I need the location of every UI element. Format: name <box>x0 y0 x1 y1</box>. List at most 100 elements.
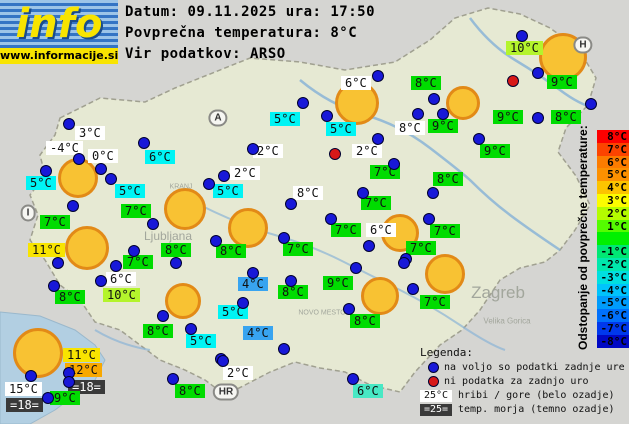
station-dot-current <box>532 67 544 79</box>
station-dot-current <box>427 187 439 199</box>
temp-label: 7°C <box>361 196 391 210</box>
road-sign-h: H <box>573 36 593 54</box>
temp-label: 5°C <box>326 122 356 136</box>
station-dot-current <box>128 245 140 257</box>
temp-label: 9°C <box>493 110 523 124</box>
temp-label: 8°C <box>411 76 441 90</box>
legend-item: =25= temp. morja (temno ozadje) <box>420 403 629 416</box>
legend-item-text: temp. morja (temno ozadje) <box>458 404 615 415</box>
station-dot-current <box>347 373 359 385</box>
scale-band: -1°C <box>597 245 629 259</box>
station-dot-current <box>428 93 440 105</box>
city-label: Ljubljana <box>143 229 193 243</box>
station-dot-current <box>437 108 449 120</box>
station-dot-current <box>185 323 197 335</box>
header-date-line: Datum: 09.11.2025 ura: 17:50 <box>125 4 376 20</box>
header-avg-line: Povprečna temperatura: 8°C <box>125 25 358 41</box>
station-dot-current <box>105 173 117 185</box>
temp-label: 7°C <box>123 255 153 269</box>
temp-label: 9°C <box>323 276 353 290</box>
temp-label: 5°C <box>26 176 56 190</box>
station-dot-current <box>218 170 230 182</box>
sun-icon <box>165 283 201 319</box>
station-dot-current <box>247 267 259 279</box>
road-sign-a: A <box>208 109 228 127</box>
temp-label: 4°C <box>238 277 268 291</box>
site-logo[interactable]: info <box>0 0 118 48</box>
station-dot-current <box>147 218 159 230</box>
station-dot-current <box>363 240 375 252</box>
station-dot-current <box>585 98 597 110</box>
scale-band: -2°C <box>597 258 629 271</box>
temp-label: 7°C <box>430 224 460 238</box>
station-dot-current <box>210 235 222 247</box>
station-dot-current <box>372 133 384 145</box>
station-dot-current <box>285 275 297 287</box>
temp-label: 6°C <box>353 384 383 398</box>
temp-label: 15°C <box>5 382 42 396</box>
header-source-line: Vir podatkov: ARSO <box>125 46 286 62</box>
scale-band: 6°C <box>597 155 629 169</box>
scale-band: 5°C <box>597 168 629 182</box>
legend-item: ni podatka za zadnjo uro <box>420 375 629 388</box>
scale-band: 2°C <box>597 206 629 220</box>
temp-label: 8°C <box>293 186 323 200</box>
station-dot-current <box>217 355 229 367</box>
station-dot-current <box>321 110 333 122</box>
temp-label: 11°C <box>63 348 100 362</box>
station-dot-current <box>25 370 37 382</box>
legend-item-text: na voljo so podatki zadnje ure <box>444 362 625 373</box>
road-sign-i: I <box>20 204 36 222</box>
scale-title: Odstopanje od povprečne temperature: <box>576 125 590 350</box>
temp-label: 5°C <box>270 112 300 126</box>
temp-label: 2°C <box>223 366 253 380</box>
sun-icon <box>164 188 206 230</box>
station-dot-current <box>297 97 309 109</box>
station-dot-current <box>67 200 79 212</box>
temp-label: -4°C <box>46 141 83 155</box>
legend-dot-icon <box>428 362 439 373</box>
station-dot-current <box>40 165 52 177</box>
temp-label: 9°C <box>547 75 577 89</box>
temp-label: 5°C <box>186 334 216 348</box>
temp-label: 7°C <box>406 241 436 255</box>
temp-label: 8°C <box>161 243 191 257</box>
sun-icon <box>425 254 465 294</box>
scale-band: -7°C <box>597 322 629 335</box>
station-dot-current <box>350 262 362 274</box>
scale-band: 1°C <box>597 219 629 233</box>
scale-band: 4°C <box>597 181 629 195</box>
temp-label: 9°C <box>428 119 458 133</box>
station-dot-current <box>278 343 290 355</box>
temp-label: 8°C <box>278 285 308 299</box>
sun-icon <box>446 86 480 120</box>
temp-label: 8°C <box>175 384 205 398</box>
station-dot-current <box>138 137 150 149</box>
scale-band <box>597 232 629 246</box>
temp-label: 3°C <box>75 126 105 140</box>
temp-label: 10°C <box>506 41 543 55</box>
station-dot-current <box>388 158 400 170</box>
logo-url-link[interactable]: www.informacije.si <box>0 48 119 64</box>
station-dot-current <box>73 153 85 165</box>
temp-label: 2°C <box>253 144 283 158</box>
temp-label: 8°C <box>143 324 173 338</box>
temp-label: 7°C <box>40 215 70 229</box>
temp-label: 6°C <box>341 76 371 90</box>
sun-icon <box>13 328 63 378</box>
temp-label: 4°C <box>243 326 273 340</box>
temp-label: 8°C <box>433 172 463 186</box>
station-dot-current <box>423 213 435 225</box>
temp-label: 8°C <box>551 110 581 124</box>
station-dot-current <box>247 143 259 155</box>
sun-icon <box>65 226 109 270</box>
temp-label: 5°C <box>115 184 145 198</box>
temp-label: =18= <box>6 398 43 412</box>
legend-dot-icon <box>428 376 439 387</box>
station-dot-current <box>473 133 485 145</box>
scale-band: -6°C <box>597 309 629 323</box>
temp-label: 8°C <box>216 244 246 258</box>
station-dot-current <box>203 178 215 190</box>
station-dot-current <box>95 275 107 287</box>
